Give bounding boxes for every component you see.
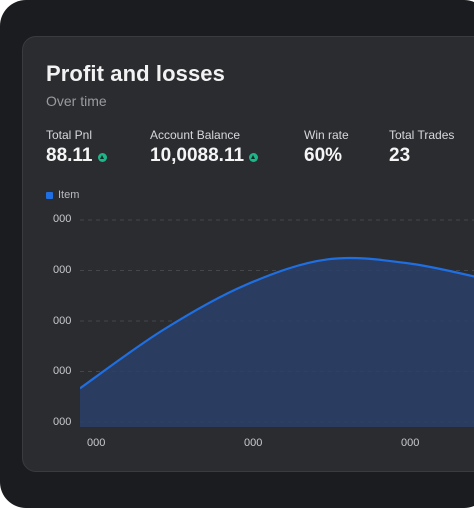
pnl-area-chart: [80, 219, 474, 427]
stat-total-pnl: Total Pnl 88.11: [46, 128, 107, 167]
up-icon: [97, 152, 107, 162]
stat-total-trades: Total Trades 23: [389, 128, 454, 167]
chart-area-fill: [80, 257, 474, 427]
stat-value: 88.11: [46, 145, 93, 166]
stat-value: 10,0088.11: [150, 145, 245, 166]
x-tick-label: 000: [401, 437, 420, 449]
y-tick-label: 000: [53, 365, 72, 377]
stat-value: 23: [389, 145, 411, 166]
chart-legend: Item: [46, 189, 79, 201]
stat-value: 60%: [304, 145, 343, 166]
y-tick-label: 000: [53, 315, 72, 327]
card-subtitle: Over time: [46, 93, 107, 109]
stat-win-rate: Win rate 60%: [304, 128, 349, 167]
legend-label: Item: [58, 189, 80, 201]
stat-label: Total Pnl: [46, 128, 93, 142]
y-tick-label: 000: [53, 264, 72, 276]
stat-label: Win rate: [304, 128, 349, 142]
legend-swatch: [46, 191, 53, 199]
stat-account-balance: Account Balance 10,0088.11: [150, 128, 259, 167]
y-tick-label: 000: [53, 416, 72, 428]
stat-label: Account Balance: [150, 128, 241, 142]
chart-series-line: [80, 256, 474, 390]
pnl-card: Profit and losses Over time Total Pnl 88…: [22, 36, 474, 472]
stat-label: Total Trades: [389, 128, 455, 142]
y-tick-label: 000: [53, 213, 72, 225]
x-tick-label: 000: [244, 437, 263, 449]
x-tick-label: 000: [87, 437, 106, 449]
card-title: Profit and losses: [46, 61, 225, 86]
up-icon: [249, 152, 259, 162]
